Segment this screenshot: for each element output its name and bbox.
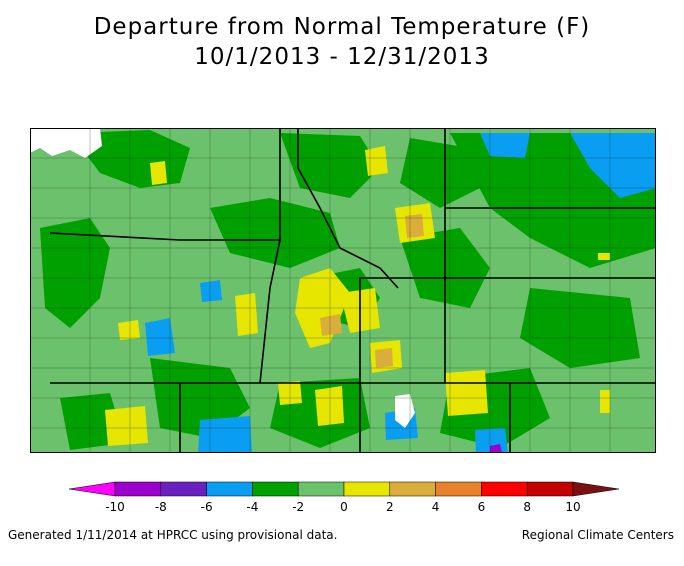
- warmer-region-wyoming: [375, 348, 393, 368]
- cold-region-utah: [198, 416, 252, 453]
- map-title: Departure from Normal Temperature (F): [93, 14, 591, 40]
- legend-arrow-low: [68, 481, 116, 497]
- cool-region-oregon-cascades: [40, 218, 110, 328]
- legend-tick-label: 6: [478, 500, 486, 514]
- legend-tick-label: 0: [340, 500, 348, 514]
- legend-swatch: [389, 481, 436, 497]
- legend-tick-label: 10: [565, 500, 580, 514]
- county-boundaries: [30, 128, 656, 453]
- warm-region-idaho-west: [235, 293, 258, 336]
- cold-region-montana-north: [480, 133, 530, 158]
- generated-note: Generated 1/11/2014 at HPRCC using provi…: [8, 528, 338, 542]
- warm-region-north-dakota: [598, 253, 610, 260]
- legend-swatch: [297, 481, 345, 497]
- legend-arrow-high: [572, 481, 620, 497]
- puget-sound: [30, 128, 102, 158]
- warm-region-montana-north: [365, 146, 388, 176]
- legend-tick-label: -8: [155, 500, 167, 514]
- warmer-region-idaho: [320, 314, 342, 336]
- legend-tick-label: -4: [246, 500, 258, 514]
- cold-region-idaho: [200, 280, 222, 302]
- legend-tick-label: 8: [523, 500, 531, 514]
- cold-region-montana-northeast: [570, 133, 656, 198]
- washington-oregon-border: [49, 232, 280, 241]
- legend-swatch: [114, 481, 162, 497]
- idaho-west-border: [259, 128, 281, 384]
- legend-swatch: [526, 481, 574, 497]
- legend-tick-label: 2: [386, 500, 394, 514]
- warm-region-washington: [150, 161, 167, 185]
- legend-swatch: [481, 481, 528, 497]
- color-legend: -10 -8 -6 -4 -2 0 2 4 6 8 10: [68, 481, 620, 514]
- legend-swatch: [160, 481, 207, 497]
- warm-region-colorado: [445, 370, 488, 416]
- cool-region-idaho-west: [210, 198, 340, 268]
- warm-region-california: [105, 406, 148, 446]
- montana-idaho-border: [297, 128, 399, 289]
- state-boundaries: [49, 128, 656, 453]
- legend-swatch: [206, 481, 253, 497]
- legend-swatch: [343, 481, 391, 497]
- legend-tick-label: -2: [292, 500, 304, 514]
- coldest-spot-colorado: [490, 444, 502, 453]
- warm-region-oregon: [118, 320, 140, 340]
- cool-region-montana-central: [400, 138, 480, 208]
- legend-tick-label: -10: [105, 500, 125, 514]
- credit: Regional Climate Centers: [521, 528, 674, 542]
- map-date-range: 10/1/2013 - 12/31/2013: [194, 44, 490, 70]
- legend-tick-label: -6: [201, 500, 213, 514]
- legend-swatch: [435, 481, 482, 497]
- legend-swatch: [252, 481, 299, 497]
- warm-region-wyoming: [600, 390, 610, 413]
- warm-region-utah: [315, 386, 344, 426]
- legend-tick-label: 4: [432, 500, 440, 514]
- cold-region-oregon: [145, 318, 175, 356]
- temperature-departure-map: [30, 128, 656, 453]
- warmer-region-montana: [405, 214, 424, 238]
- colorado-border: [445, 382, 656, 453]
